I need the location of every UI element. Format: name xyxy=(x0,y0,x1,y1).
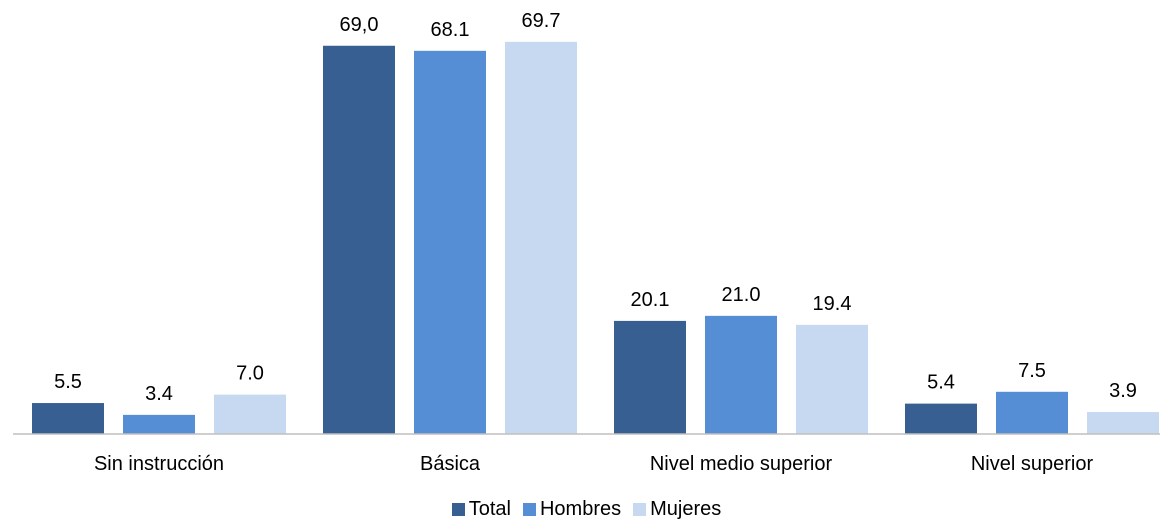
legend-swatch-total xyxy=(452,503,465,516)
bar-mujeres-2 xyxy=(796,325,868,434)
legend-label-mujeres: Mujeres xyxy=(650,497,721,521)
legend-label-hombres: Hombres xyxy=(540,497,621,521)
legend-item-total: Total xyxy=(452,497,511,521)
value-label-hombres-2: 21.0 xyxy=(722,284,761,306)
bar-hombres-0 xyxy=(123,415,195,434)
bar-mujeres-3 xyxy=(1087,412,1159,434)
legend-item-hombres: Hombres xyxy=(523,497,621,521)
bar-mujeres-0 xyxy=(214,395,286,434)
category-label-1: Básica xyxy=(420,453,481,475)
value-label-total-1: 69,0 xyxy=(340,14,379,36)
legend-item-mujeres: Mujeres xyxy=(633,497,721,521)
bar-total-1 xyxy=(323,46,395,434)
value-label-total-0: 5.5 xyxy=(54,371,82,393)
value-label-mujeres-0: 7.0 xyxy=(236,363,264,385)
value-label-hombres-0: 3.4 xyxy=(145,383,173,405)
value-label-mujeres-3: 3.9 xyxy=(1109,380,1137,402)
value-label-total-2: 20.1 xyxy=(631,289,670,311)
legend: Total Hombres Mujeres xyxy=(0,497,1173,522)
bars-group xyxy=(32,42,1159,434)
bar-total-0 xyxy=(32,403,104,434)
category-labels-group: Sin instrucción Básica Nivel medio superio… xyxy=(94,453,1094,475)
bar-mujeres-1 xyxy=(505,42,577,434)
legend-label-total: Total xyxy=(469,497,511,521)
bar-chart: 5.5 3.4 7.0 69,0 68.1 69.7 20.1 21.0 19.4 5.4 7.5 3… xyxy=(0,0,1173,495)
bar-hombres-2 xyxy=(705,316,777,434)
bar-total-2 xyxy=(614,321,686,434)
value-labels-group: 5.5 3.4 7.0 69,0 68.1 69.7 20.1 21.0 19.4 5.4 7.5 3… xyxy=(54,10,1137,405)
value-label-hombres-1: 68.1 xyxy=(431,19,470,41)
value-label-mujeres-2: 19.4 xyxy=(813,293,852,315)
bar-hombres-3 xyxy=(996,392,1068,434)
category-label-3: Nivel superior xyxy=(971,453,1094,475)
category-label-0: Sin instrucción xyxy=(94,453,224,475)
value-label-total-3: 5.4 xyxy=(927,372,955,394)
bar-hombres-1 xyxy=(414,51,486,434)
bar-total-3 xyxy=(905,404,977,434)
value-label-hombres-3: 7.5 xyxy=(1018,360,1046,382)
legend-swatch-mujeres xyxy=(633,503,646,516)
category-label-2: Nivel medio superior xyxy=(650,453,833,475)
value-label-mujeres-1: 69.7 xyxy=(522,10,561,32)
legend-swatch-hombres xyxy=(523,503,536,516)
